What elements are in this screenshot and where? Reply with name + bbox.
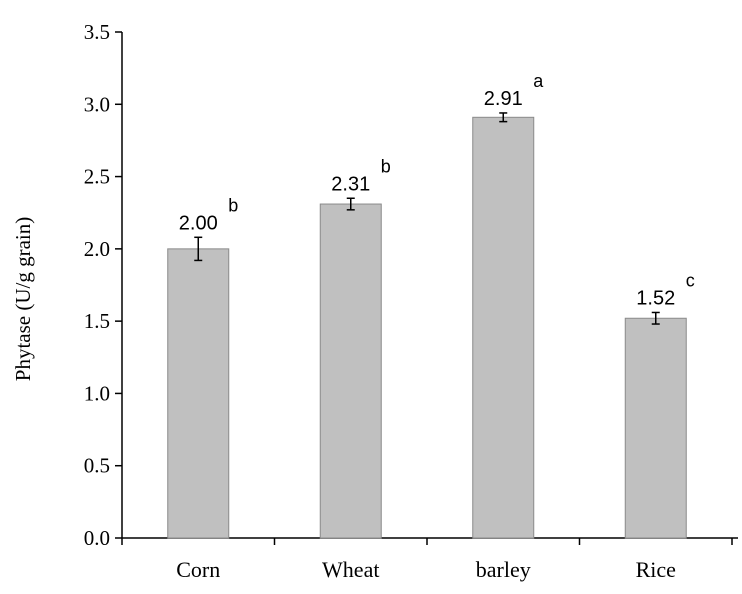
significance-letter: b [228,195,238,215]
bar-rice [624,317,687,539]
data-label: 2.91 [484,88,523,110]
x-tick-label: Wheat [322,557,379,582]
bar-barley [472,116,535,539]
plot-area: 0.0 0.5 1.0 1.5 2.0 2.5 3.0 3.5 2.00 b Corn 2.31 b Wh… [84,20,738,582]
data-label: 2.00 [179,212,218,234]
y-tick-label: 0.5 [84,454,110,478]
significance-letter: b [381,156,391,176]
significance-letter: c [686,270,695,290]
y-tick-label: 2.5 [84,165,110,189]
y-axis-label: Phytase (U/g grain) [11,217,35,381]
bar-wheat [319,203,382,539]
data-label: 2.31 [331,173,370,195]
data-label: 1.52 [636,287,675,309]
x-tick-label: barley [476,557,531,582]
x-tick-label: Rice [636,557,676,582]
bar-corn [167,248,230,539]
y-tick-label: 0.0 [84,526,110,550]
y-tick-label: 1.5 [84,309,110,333]
y-tick-label: 3.5 [84,20,110,44]
y-tick-label: 1.0 [84,381,110,405]
y-tick-label: 3.0 [84,92,110,116]
x-tick-label: Corn [176,557,220,582]
significance-letter: a [533,71,544,91]
y-tick-label: 2.0 [84,237,110,261]
